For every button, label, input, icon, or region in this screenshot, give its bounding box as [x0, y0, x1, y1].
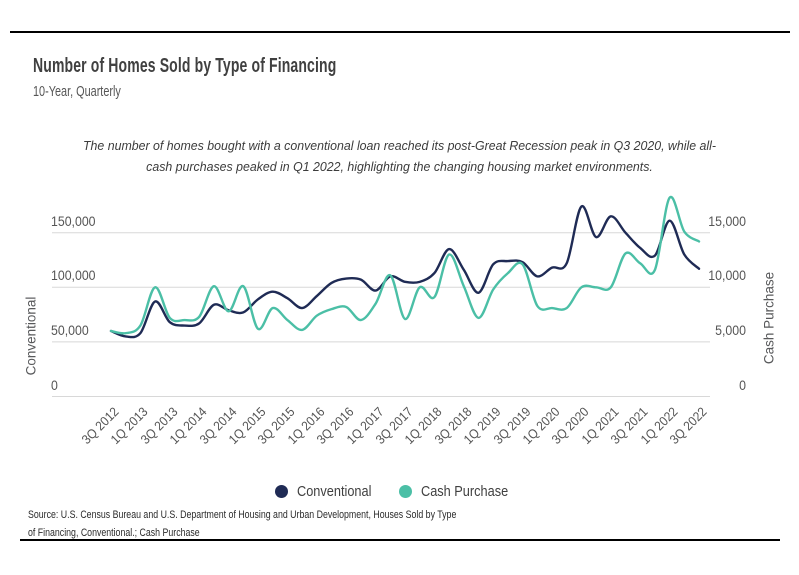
page-title: Number of Homes Sold by Type of Financin…	[33, 55, 337, 77]
annotation-line-1: The number of homes bought with a conven…	[83, 138, 716, 153]
left-axis-title: Conventional	[23, 296, 39, 376]
bottom-rule	[20, 539, 780, 541]
annotation-line-2: cash purchases peaked in Q1 2022, highli…	[146, 158, 653, 174]
y-tick-left: 0	[51, 376, 58, 393]
cash-purchase-line	[109, 195, 701, 335]
y-tick-right: 10,000	[708, 267, 746, 284]
top-rule	[10, 31, 790, 33]
right-axis-title: Cash Purchase	[761, 271, 777, 365]
legend-label-cash-purchase: Cash Purchase	[421, 483, 509, 500]
conventional-legend-dot-icon	[275, 485, 289, 498]
y-tick-right: 15,000	[708, 212, 746, 229]
chart-annotation: The number of homes bought with a conven…	[0, 136, 799, 177]
legend-item-cash-purchase: Cash Purchase	[399, 483, 524, 500]
chart-legend: Conventional Cash Purchase	[0, 483, 799, 500]
y-tick-right: 5,000	[715, 321, 746, 338]
conventional-line	[109, 205, 701, 339]
source-note-line-2: of Financing, Conventional.; Cash Purcha…	[28, 527, 200, 539]
cash-purchase-legend-dot-icon	[399, 485, 412, 498]
legend-item-conventional: Conventional	[275, 483, 385, 500]
y-tick-left: 150,000	[51, 212, 96, 229]
y-tick-left: 50,000	[51, 321, 89, 338]
source-note-line-1: Source: U.S. Census Bureau and U.S. Depa…	[28, 509, 457, 521]
legend-label-conventional: Conventional	[297, 483, 372, 500]
page-subtitle: 10-Year, Quarterly	[33, 84, 121, 100]
y-tick-right: 0	[739, 376, 746, 393]
y-tick-left: 100,000	[51, 267, 96, 284]
